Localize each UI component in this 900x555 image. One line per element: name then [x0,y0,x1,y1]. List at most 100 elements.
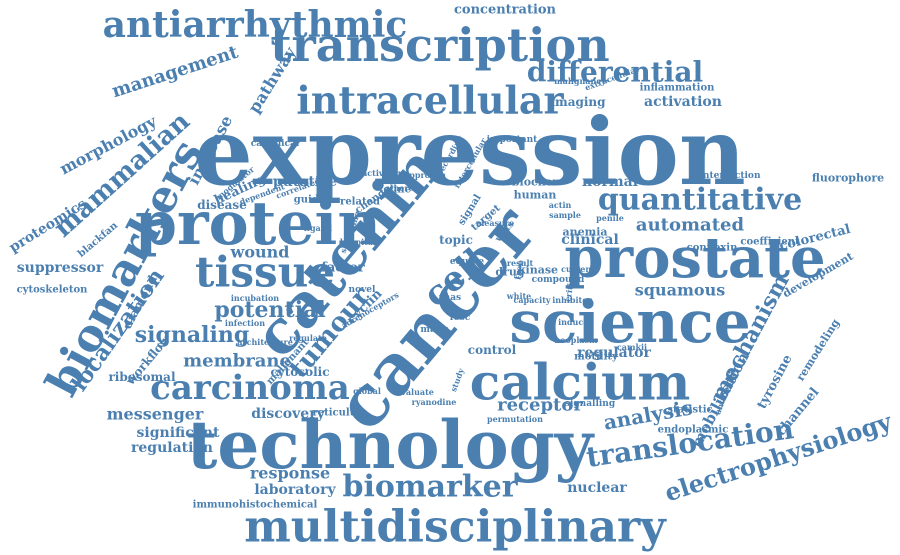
word-protein: protein [135,189,381,259]
word-differential: differential [527,56,703,89]
word-messenger: messenger [107,405,204,424]
word-white: white [506,291,532,301]
word-prostate: prostate [564,225,825,291]
word-rnas: rnas [439,293,461,303]
word-regulator: regulator [577,345,651,361]
word-inhibitor: inhibitor [552,295,592,305]
word-carcinoma: carcinoma [150,368,350,408]
word-malignancy: malignancy [554,76,606,86]
word-result: result [507,258,534,268]
word-putative: putative [273,174,337,190]
word-coefficient: coefficient [740,237,800,248]
word-science: science [509,288,750,356]
word-canonical: canonical [251,139,300,149]
word-intracellular: intracellular [296,78,564,123]
word-measure: measure [476,218,514,228]
word-biomarker: biomarker [342,470,518,505]
word-camkii: camkii [617,342,647,352]
word-technology: technology [187,406,595,484]
word-management: management [109,42,241,103]
word-cytosolic: cytosolic [270,365,329,379]
word-quantitative: quantitative [598,183,802,218]
word-clinical: clinical [561,232,619,248]
word-activation: activation [644,94,722,110]
word-penile: penile [596,213,624,223]
word-significant: significant [137,425,220,441]
word-human: human [514,189,557,202]
word-activator: activator [362,168,403,178]
word-transcription: transcription [270,18,609,72]
word-connexin: connexin [687,243,738,254]
word-statistic: statistic [667,405,712,416]
word-drug: drug [495,266,524,279]
word-actin: actin [549,200,572,210]
word-tissue: tissue [195,248,335,297]
word-global: global [353,386,381,396]
word-concentration: concentration [454,3,557,18]
word-factor: factor [321,261,365,276]
word-intersection: intersection [700,171,761,181]
word-regulate: regulate [289,333,327,343]
word-incubation: incubation [231,293,279,303]
word-endoplasmic: endoplasmic [658,425,729,436]
word-current: current [561,264,595,274]
word-evaluate: evaluate [396,387,434,397]
word-inflammation: inflammation [640,83,716,94]
word-infection: infection [225,318,265,328]
word-important: important [487,135,539,145]
word-blocker: blocker [512,176,559,189]
word-cytoskeleton: cytoskeleton [17,285,89,296]
word-disease: disease [197,198,247,212]
word-ribosomal: ribosomal [108,370,176,384]
word-many: many [420,325,448,335]
word-remodeling: remodeling [794,316,843,383]
word-guided: guided [294,195,332,206]
word-squamous: squamous [635,281,725,300]
word-signalling: signalling [565,399,616,409]
word-wound: wound [230,243,290,262]
word-signaling: signaling [135,322,249,348]
word-nuclear: nuclear [567,480,627,496]
word-normal: normal [582,174,638,190]
word-suppressor: suppressor [17,260,104,276]
word-immunohistochemical: immunohistochemical [193,500,318,511]
word-novel: novel [349,285,377,295]
word-permutation: permutation [487,414,543,424]
word-ligand: ligand [304,223,333,233]
word-feline: feline [379,185,411,196]
word-tyrosine: tyrosine [755,352,796,411]
word-fluorophore: fluorophore [812,172,884,185]
word-antiarrhythmic: antiarrhythmic [103,4,408,46]
word-control: control [468,343,517,357]
word-architecture: architecture [237,337,293,347]
word-regulation: regulation [131,440,213,456]
word-calcium: calcium [470,353,691,412]
word-laboratory: laboratory [254,482,336,498]
word-receptor: receptor [497,395,583,416]
word-capacity: capacity [513,295,550,305]
word-imaging: imaging [550,95,606,109]
word-potential: potential [214,297,325,323]
word-compound: compound [532,275,585,285]
word-hospital: hospital [340,237,376,247]
word-anemia: anemia [562,226,607,239]
word-discovery: discovery [251,406,325,422]
word-sample: sample [549,210,581,220]
word-free: free [513,259,526,281]
word-ryanodine: ryanodine [412,397,457,407]
word-response: response [250,464,330,483]
word-kinase: kinase [518,264,558,277]
word-related: related [340,197,380,208]
word-study: study [448,367,466,394]
word-membrane: membrane [183,351,291,372]
word-whereas: whereas [386,183,424,193]
word-topic: topic [439,233,473,247]
word-reticulum: reticulum [312,408,367,419]
word-equine: equine [450,257,485,267]
word-expression: expression [194,98,746,206]
word-approach: approach [404,170,446,180]
word-multidisciplinary: multidisciplinary [244,502,667,553]
word-fosc: fosc [450,313,471,323]
